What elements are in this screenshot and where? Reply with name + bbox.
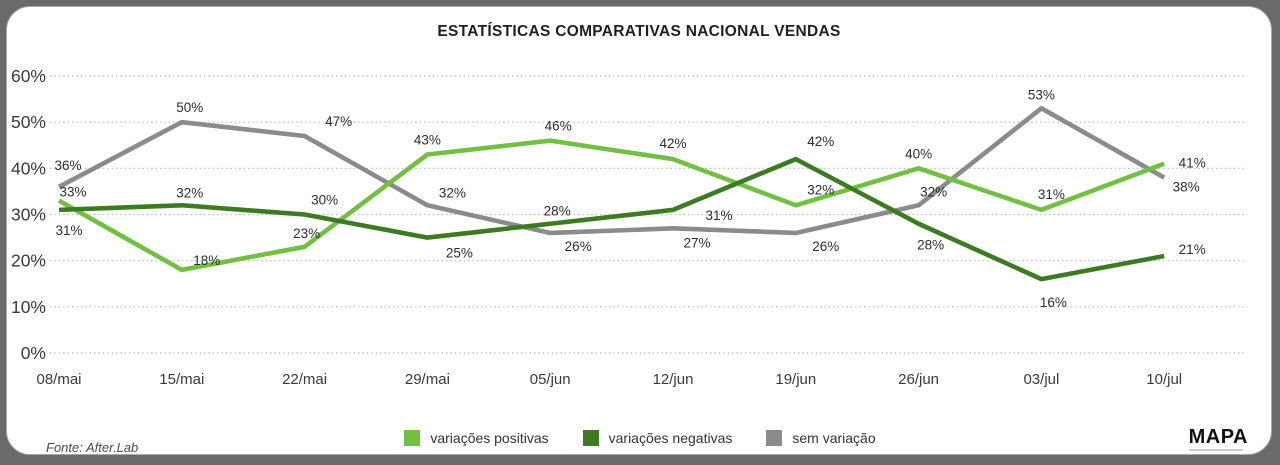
data-label: 27% bbox=[683, 235, 710, 250]
y-tick-label: 60% bbox=[11, 66, 46, 86]
data-label: 41% bbox=[1179, 156, 1206, 171]
data-label: 26% bbox=[812, 239, 839, 254]
y-tick-label: 40% bbox=[11, 158, 46, 178]
data-label: 28% bbox=[917, 238, 944, 253]
legend-item: variações positivas bbox=[404, 430, 549, 446]
data-label: 31% bbox=[705, 208, 732, 223]
data-label: 16% bbox=[1040, 295, 1067, 310]
series-line-variações-negativas bbox=[58, 156, 1165, 282]
brand-logo: MAPA bbox=[1188, 426, 1248, 451]
y-tick-label: 0% bbox=[21, 343, 46, 363]
data-label: 18% bbox=[193, 253, 220, 268]
y-tick-label: 50% bbox=[11, 112, 46, 132]
legend-swatch bbox=[582, 430, 599, 446]
legend-label: variações positivas bbox=[430, 430, 549, 446]
chart-title: ESTATÍSTICAS COMPARATIVAS NACIONAL VENDA… bbox=[437, 23, 841, 40]
data-label: 42% bbox=[659, 136, 686, 151]
y-tick-label: 10% bbox=[11, 297, 46, 317]
data-label: 53% bbox=[1028, 87, 1055, 102]
x-tick-label: 03/jul bbox=[1023, 371, 1059, 388]
data-label: 33% bbox=[59, 185, 86, 200]
data-label: 46% bbox=[545, 119, 572, 134]
data-label: 36% bbox=[54, 158, 81, 173]
y-tick-label: 30% bbox=[11, 204, 46, 224]
legend-item: variações negativas bbox=[582, 430, 733, 446]
legend-label: variações negativas bbox=[608, 430, 733, 446]
x-tick-label: 05/jun bbox=[530, 371, 571, 388]
series-line-sem-variação bbox=[57, 106, 1166, 236]
data-label: 42% bbox=[807, 134, 834, 149]
y-tick-label: 20% bbox=[11, 251, 46, 271]
data-label: 26% bbox=[565, 239, 592, 254]
legend-label: sem variação bbox=[792, 430, 876, 446]
data-label: 32% bbox=[807, 182, 834, 197]
series-line-variações-positivas bbox=[57, 138, 1166, 273]
data-label: 32% bbox=[176, 185, 203, 200]
legend-swatch bbox=[766, 430, 783, 446]
chart-legend: variações positivas variações negativas se… bbox=[0, 430, 1280, 446]
x-tick-label: 29/mai bbox=[405, 371, 450, 388]
data-label: 47% bbox=[325, 114, 352, 129]
legend-item: sem variação bbox=[766, 430, 876, 446]
source-note: Fonte: After.Lab bbox=[46, 440, 139, 455]
x-tick-label: 22/mai bbox=[282, 371, 327, 388]
brand-name: MAPA bbox=[1188, 426, 1248, 448]
data-label: 31% bbox=[55, 223, 82, 238]
data-label: 32% bbox=[439, 185, 466, 200]
data-label: 28% bbox=[544, 204, 571, 219]
x-tick-label: 15/mai bbox=[159, 371, 204, 388]
x-tick-label: 19/jun bbox=[775, 371, 816, 388]
brand-tagline-line bbox=[1188, 449, 1243, 451]
data-label: 43% bbox=[414, 132, 441, 147]
data-label: 50% bbox=[176, 100, 203, 115]
data-label: 40% bbox=[905, 146, 932, 161]
data-label: 38% bbox=[1173, 180, 1200, 195]
legend-swatch bbox=[404, 430, 421, 446]
data-label: 30% bbox=[311, 192, 338, 207]
data-label: 21% bbox=[1179, 242, 1206, 257]
data-label: 23% bbox=[293, 226, 320, 241]
x-tick-label: 12/jun bbox=[653, 371, 694, 388]
x-tick-label: 26/jun bbox=[898, 371, 939, 388]
data-label: 25% bbox=[446, 246, 473, 261]
data-label: 31% bbox=[1038, 187, 1065, 202]
data-label: 32% bbox=[920, 184, 947, 199]
x-tick-label: 08/mai bbox=[36, 371, 81, 388]
x-tick-label: 10/jul bbox=[1146, 371, 1182, 388]
